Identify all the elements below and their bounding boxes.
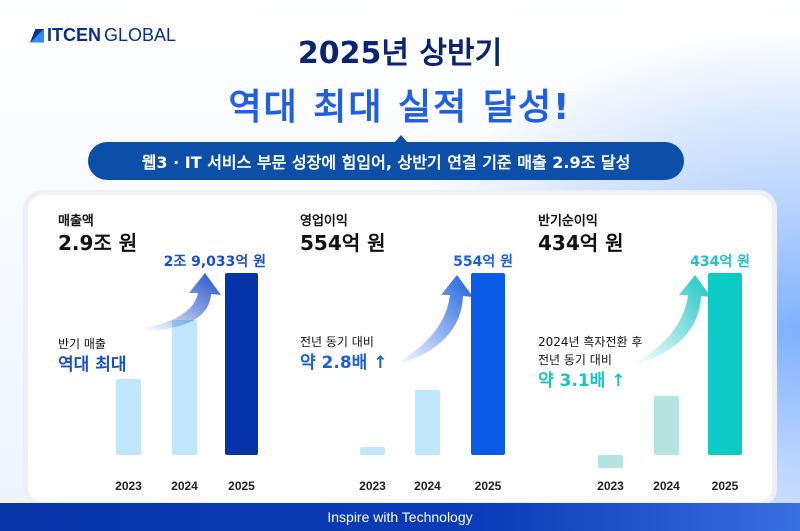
logo-text-light: GLOBAL bbox=[104, 25, 177, 45]
x-tick-label: 2023 bbox=[359, 479, 386, 493]
footer-tagline: Inspire with Technology bbox=[0, 503, 800, 531]
note-line: 전년 동기 대비 bbox=[300, 335, 374, 349]
bar-2025 bbox=[225, 273, 258, 455]
bar-2025 bbox=[471, 273, 505, 455]
x-tick-label: 2023 bbox=[115, 479, 142, 493]
chart-title: 영업이익 bbox=[300, 214, 348, 229]
x-tick-label: 2023 bbox=[597, 479, 624, 493]
chart-title: 반기순이익 bbox=[538, 214, 598, 229]
growth-arrow-icon bbox=[145, 273, 221, 331]
title-line1: 2025년 상반기 bbox=[297, 36, 503, 71]
bar-2024 bbox=[415, 389, 440, 455]
note-line: 역대 최대 bbox=[58, 355, 127, 375]
x-tick-label: 2024 bbox=[414, 479, 441, 493]
note-line: 전년 동기 대비 bbox=[538, 353, 612, 367]
bar-value-label-2025: 434억 원 bbox=[690, 254, 750, 270]
chart-headline-value: 554억 원 bbox=[300, 231, 386, 255]
bar-2024 bbox=[654, 396, 679, 455]
growth-arrow-icon bbox=[635, 275, 711, 365]
bar-2023 bbox=[598, 455, 623, 468]
x-tick-label: 2024 bbox=[653, 479, 680, 493]
chart-panel-3: 반기순이익 434억 원 2023 2024 2025 434억 원 2024년 흑자전환 … bbox=[538, 195, 778, 502]
title-line2: 역대 최대 실적 달성! bbox=[228, 87, 572, 128]
bar-value-label-2025: 2조 9,033억 원 bbox=[163, 254, 266, 270]
note-line: 2024년 흑자전환 후 bbox=[538, 335, 643, 349]
bar-value-label-2025: 554억 원 bbox=[453, 254, 513, 270]
note-line: 약 3.1배 ↑ bbox=[538, 371, 626, 391]
subtitle-banner: 웹3 · IT 서비스 부문 성장에 힘입어, 상반기 연결 기준 매출 2.9… bbox=[88, 135, 684, 180]
chart-headline-value: 2.9조 원 bbox=[58, 231, 138, 255]
bar-2023 bbox=[116, 379, 141, 455]
note-line: 반기 매출 bbox=[58, 337, 106, 351]
bar-2024 bbox=[172, 320, 197, 455]
chart-headline-value: 434억 원 bbox=[538, 231, 624, 255]
x-tick-label: 2025 bbox=[474, 479, 502, 493]
note-line: 약 2.8배 ↑ bbox=[300, 353, 388, 373]
x-tick-label: 2024 bbox=[171, 479, 198, 493]
chart-title: 매출액 bbox=[58, 214, 94, 229]
x-tick-label: 2025 bbox=[228, 479, 255, 493]
x-tick-label: 2025 bbox=[711, 479, 739, 493]
bar-2025 bbox=[708, 273, 742, 455]
itcen-global-logo: ITCEN GLOBAL bbox=[30, 25, 176, 46]
logo-text-bold: ITCEN bbox=[47, 25, 101, 45]
growth-arrow-icon bbox=[397, 275, 473, 365]
bar-2023 bbox=[360, 447, 385, 455]
